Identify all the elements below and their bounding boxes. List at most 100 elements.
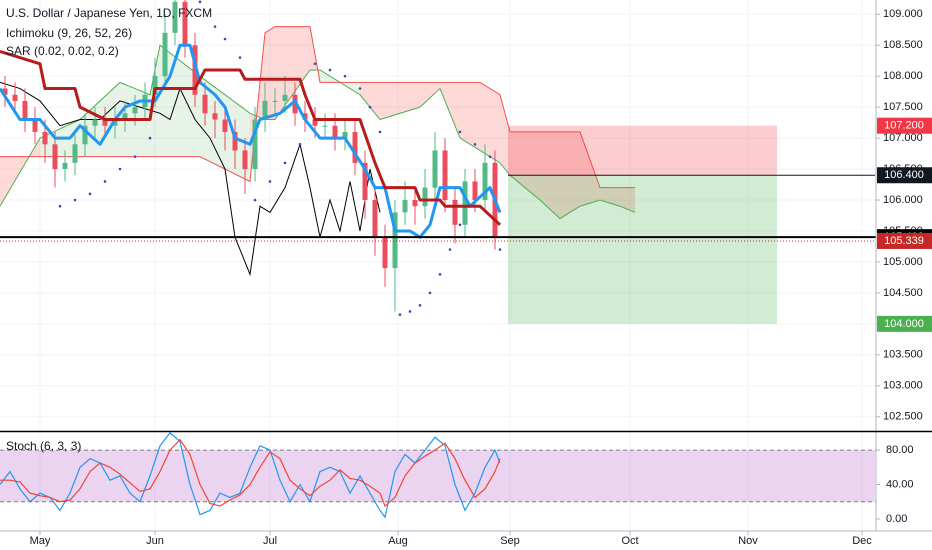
candle-body [32,119,38,132]
sar-dot [438,273,442,276]
candle-body [152,76,158,95]
y-tick-label: 107.000 [883,132,923,144]
sar-dot [283,161,287,165]
sar-dot [488,155,492,158]
lagging-span [0,81,381,277]
sar-dot [428,291,432,295]
candle-body [422,187,428,207]
y-tick-label: 108.000 [883,70,923,82]
chart-title: U.S. Dollar / Japanese Yen, 1D, FXCM [6,6,212,20]
candle-body [462,181,468,225]
candle-body [352,131,358,163]
y-tick-label: 109.000 [883,8,923,20]
indicator-label: SAR (0.02, 0.02, 0.2) [6,44,119,58]
cloud-fill [360,82,380,120]
stoch-line [0,438,501,508]
x-tick-label: Nov [738,535,758,547]
indicator-label: Stoch (6, 3, 3) [6,439,81,453]
sar-dot [88,192,92,196]
candle-body [12,94,18,101]
candle-body [72,144,78,163]
candle-body [432,150,438,188]
candle-body [2,88,8,95]
candle-body [472,181,478,201]
span-b-line [0,26,635,189]
cloud-fill [500,94,510,176]
candle-body [162,32,168,77]
candle-body [442,150,448,201]
sar-dot [418,303,422,307]
sar-dot [328,68,332,72]
candle-body [382,237,388,269]
candle-body [42,131,48,145]
candle-body [342,131,348,139]
stoch-pane [0,432,876,531]
sar-dot [268,180,272,183]
x-tick-label: Jul [263,535,277,547]
cloud-fill [265,26,275,120]
stoch-band [0,450,875,502]
sar-dot [223,37,227,41]
price-label: 106.400 [884,169,924,181]
y-tick-label: 103.000 [883,380,923,392]
price-label-box [877,117,932,134]
candle-body [402,200,408,213]
y-tick-label: 0.00 [886,513,907,525]
candle-body [412,200,418,207]
indicator-label: Ichimoku (9, 26, 52, 26) [6,26,132,40]
y-tick-label: 105.000 [883,256,923,268]
x-tick-label: Sep [500,535,520,547]
sar-dot [498,248,502,251]
candle-body [112,119,118,126]
sar-dot [448,248,452,251]
candle-body [182,1,188,46]
sar-dot [343,74,347,78]
sar-dot [198,0,202,4]
x-tick-label: Oct [621,535,638,547]
candle-body [242,150,248,170]
candle-body [312,119,318,126]
y-tick-label: 102.500 [883,411,923,423]
candle-body [62,162,68,170]
x-tick-label: Jun [146,535,164,547]
candle-body [122,113,128,120]
price-label-box [877,315,932,332]
cloud-fill [600,187,620,207]
candle-body [252,119,258,170]
candle-body [362,162,368,201]
candle-body [22,100,28,120]
candle-body [102,119,108,126]
sar-dot [368,105,372,109]
candle-body [332,125,338,139]
y-tick-label: 103.500 [883,349,923,361]
cloud-fill [440,82,460,139]
y-tick-label: 40.00 [886,478,914,490]
candle-body [212,113,218,120]
sar-dot [458,130,462,134]
candle-body [192,45,198,95]
cloud-fill [380,82,420,120]
candle-body [452,200,458,225]
candle-body [172,1,178,33]
cloud-fill [480,82,500,163]
sar-dot [73,198,77,202]
candle-body [272,100,278,102]
kijun-line [0,49,502,226]
candle-body [392,212,398,269]
price-label-box [877,232,932,249]
cloud-fill [580,131,600,207]
x-tick-label: Dec [852,535,872,547]
candle-body [372,200,378,238]
candle-body [262,100,268,120]
y-tick-label: 107.500 [883,101,923,113]
y-tick-label: 108.500 [883,39,923,51]
x-tick-label: Aug [388,535,408,547]
x-tick-label: May [30,535,51,547]
y-tick-label: 104.500 [883,287,923,299]
sar-dot [398,313,402,316]
candle-body [82,125,88,145]
sar-dot [458,223,462,227]
sar-dot [118,167,122,171]
